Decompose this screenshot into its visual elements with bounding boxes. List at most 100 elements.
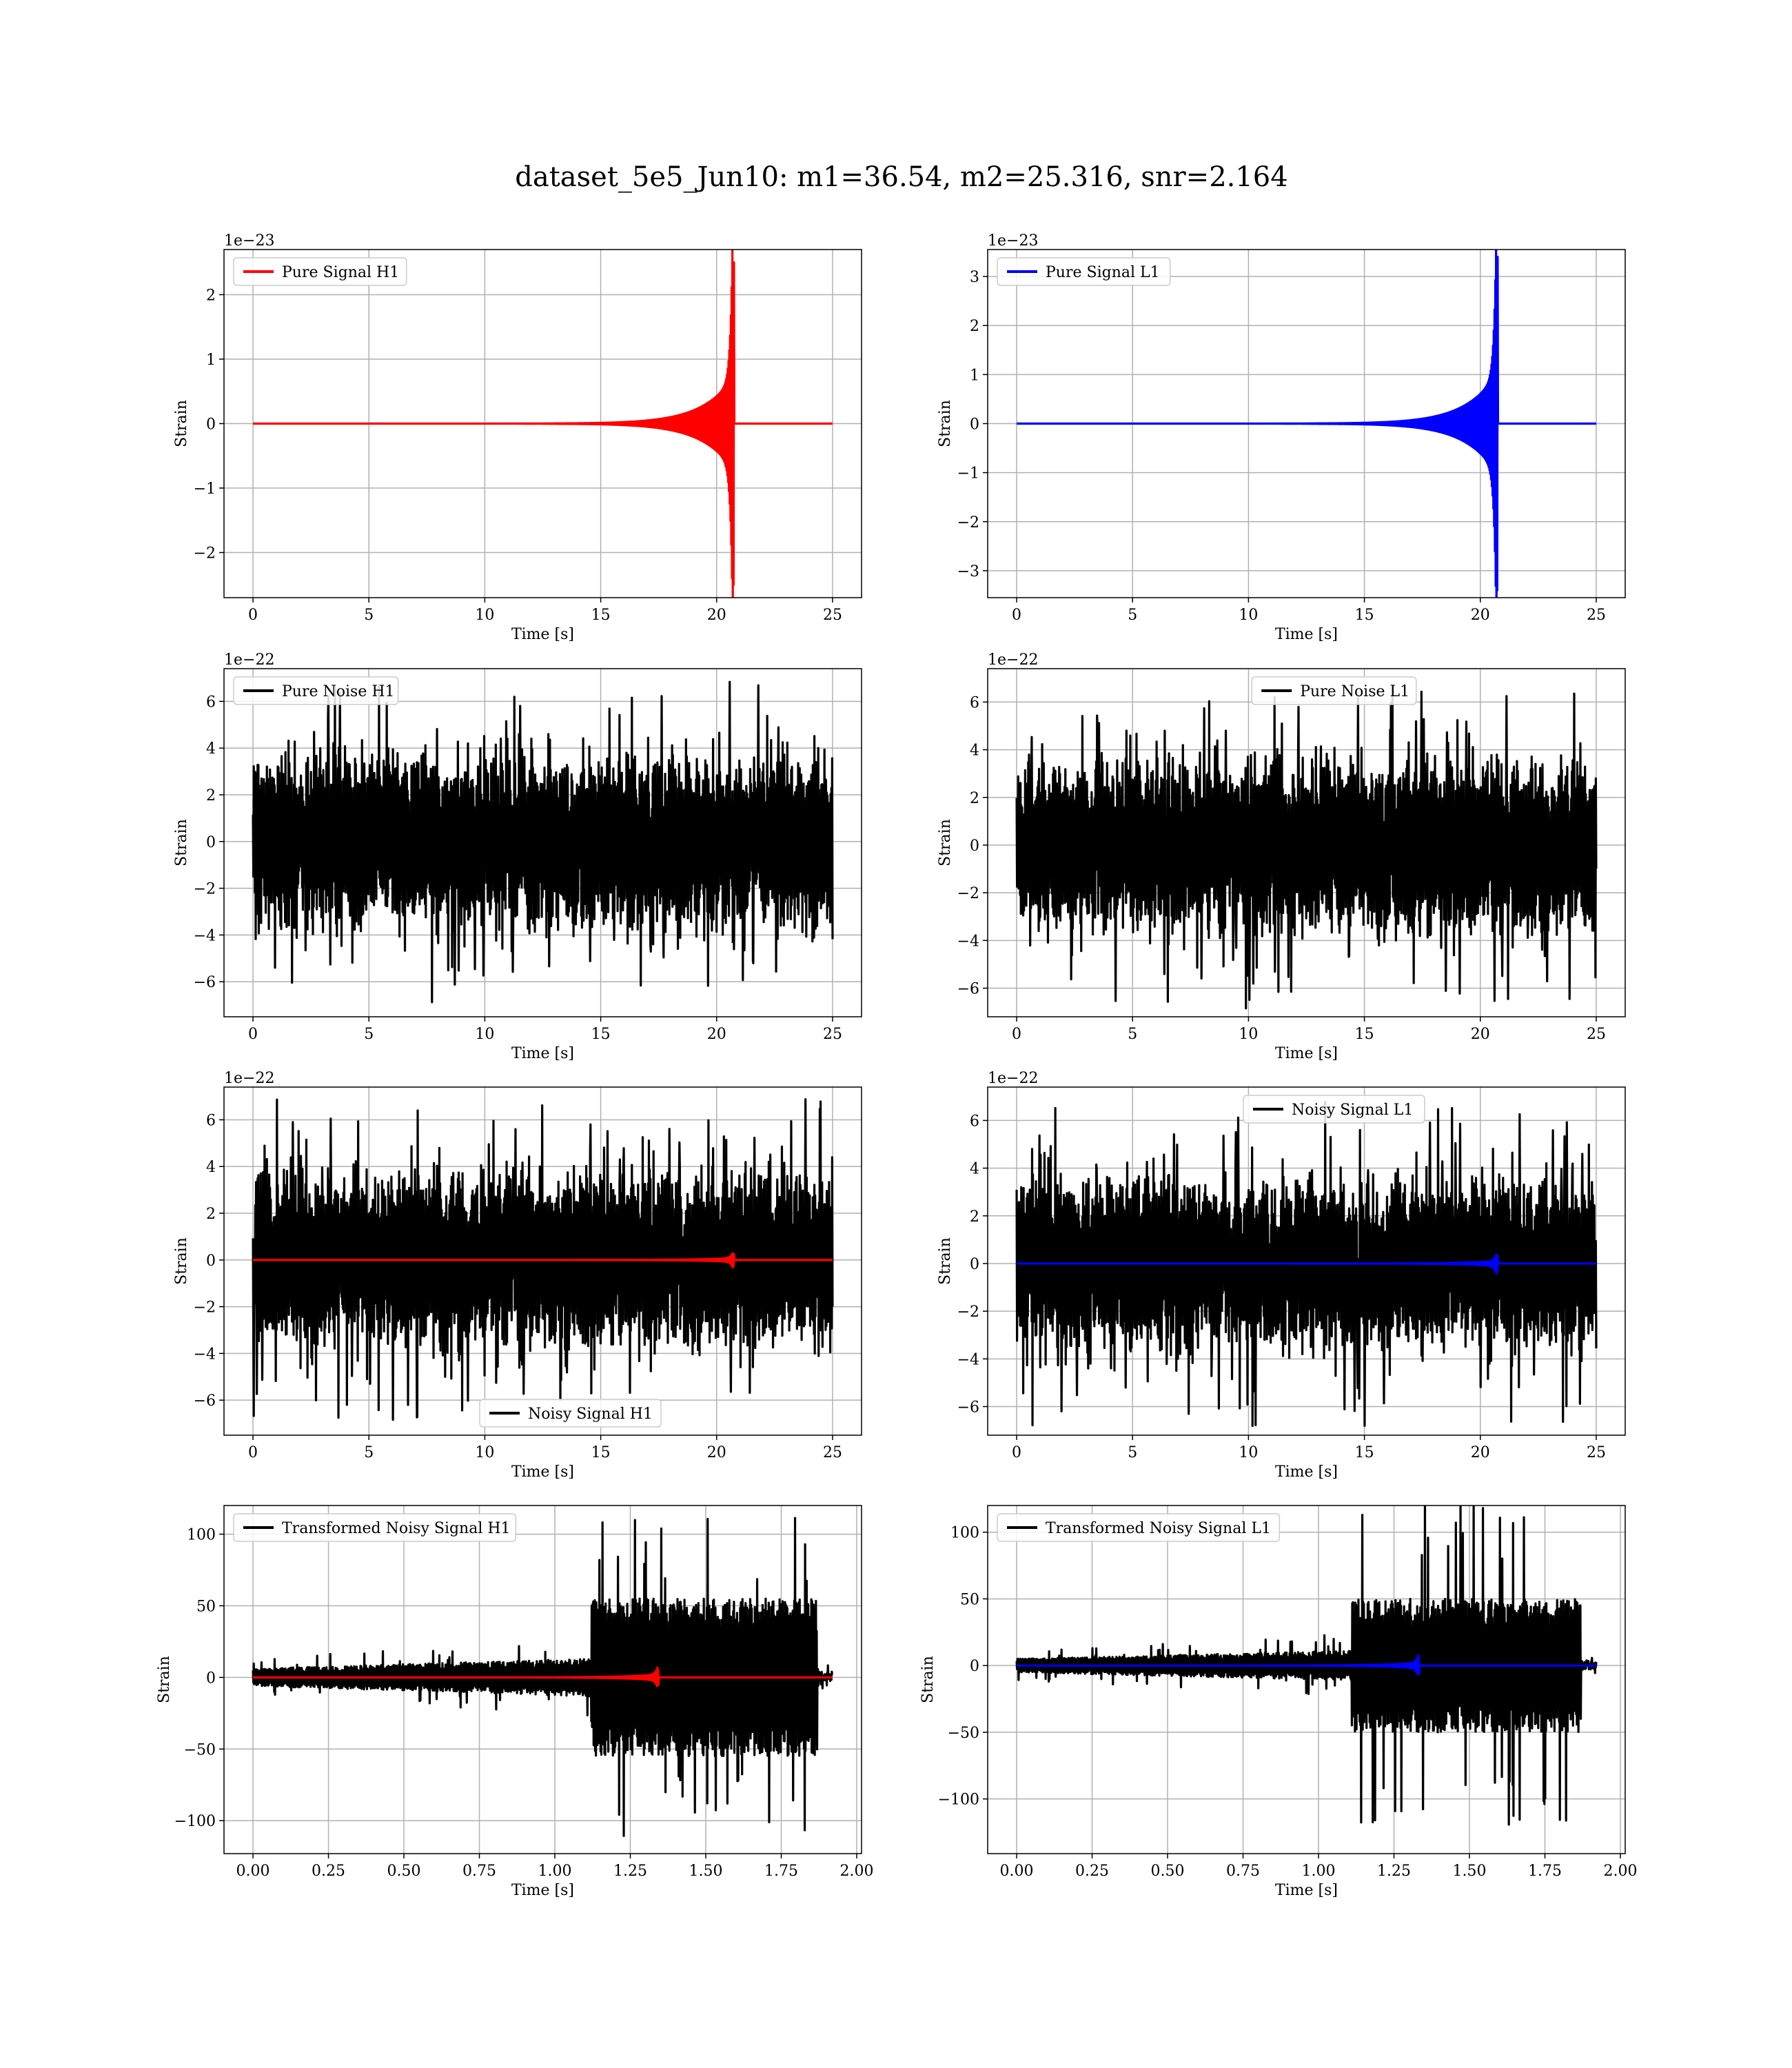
legend-box	[233, 1513, 517, 1542]
y-tick-label: −6	[957, 980, 979, 997]
x-tick-label: 2.00	[840, 1863, 874, 1880]
subplot-pure-noise-l1: 0 5 10 15 20 25 −6 −4 −2 0 2 4 6 Time [s] Strain 1e−22 P…	[937, 651, 1626, 1062]
x-tick-label: 1.25	[1377, 1863, 1411, 1880]
y-axis-label: Strain	[937, 400, 954, 447]
y-tick-label: −2	[957, 885, 979, 902]
y-tick-label: −6	[194, 1392, 216, 1410]
y-tick-label: 0	[206, 1253, 216, 1270]
x-tick-label: 5	[1128, 1444, 1137, 1461]
legend-box	[1251, 676, 1417, 705]
y-tick-label: 0	[970, 416, 979, 434]
y-tick-label: −4	[957, 1351, 979, 1368]
legend-box	[997, 257, 1171, 286]
series-line-noisy-signal-h1	[252, 1098, 834, 1421]
legend-entry: Pure Signal H1	[282, 264, 399, 281]
y-axis-label: Strain	[173, 819, 190, 866]
y-tick-label: 1	[970, 367, 979, 384]
y-tick-label: 0	[970, 1256, 979, 1273]
x-tick-label: 20	[1471, 1026, 1490, 1043]
x-tick-label: 25	[1587, 1026, 1606, 1043]
y-tick-label: 1	[206, 352, 216, 369]
x-tick-label: 20	[707, 1026, 726, 1043]
y-tick-label: −4	[194, 1346, 216, 1363]
x-tick-label: 5	[364, 1026, 374, 1043]
x-tick-label: 0	[248, 1444, 258, 1461]
legend-entry: Noisy Signal L1	[1292, 1102, 1413, 1119]
plot-area	[1015, 1506, 1598, 1826]
axes-frame	[223, 668, 862, 1017]
series-line-transformed-noisy-signal-h1-overlay	[252, 1666, 833, 1687]
y-tick-label: 6	[970, 694, 979, 711]
x-tick-label: 10	[1239, 607, 1258, 624]
y-axis-label: Strain	[156, 1656, 173, 1703]
x-tick-label: 0.75	[1226, 1863, 1260, 1880]
legend-box	[997, 1513, 1281, 1542]
y-tick-label: 50	[960, 1591, 979, 1608]
y-axis-label: Strain	[173, 1237, 190, 1285]
x-tick-label: 1.75	[1528, 1863, 1562, 1880]
x-axis-label: Time [s]	[1275, 626, 1338, 643]
x-tick-label: 1.25	[613, 1863, 647, 1880]
y-tick-label: 2	[206, 787, 216, 804]
series-line-transformed-noisy-signal-l1	[1015, 1506, 1598, 1826]
x-tick-label: 0.00	[1000, 1863, 1034, 1880]
x-tick-label: 15	[1355, 1444, 1374, 1461]
x-tick-label: 15	[1355, 607, 1374, 624]
subplot-pure-noise-h1: 0 5 10 15 20 25 −6 −4 −2 0 2 4 6 Time [s] Strain 1e−22 P…	[173, 651, 862, 1062]
axes-frame	[987, 1086, 1626, 1436]
legend-box	[233, 676, 399, 705]
x-tick-label: 15	[591, 1026, 611, 1043]
series-line-transformed-noisy-signal-l1-overlay	[1016, 1654, 1597, 1676]
x-tick-label: 5	[1128, 607, 1137, 624]
subplot-transformed-noisy-signal-h1: 0.00 0.25 0.50 0.75 1.00 1.25 1.50 1.75 2.00 −100…	[156, 1505, 874, 1899]
legend-entry: Pure Noise H1	[282, 683, 395, 700]
series-line-pure-noise-h1	[252, 680, 834, 1004]
x-tick-label: 15	[591, 1444, 611, 1461]
plot-area	[252, 680, 834, 1004]
y-tick-label: −4	[194, 927, 216, 944]
x-axis-label: Time [s]	[511, 1045, 574, 1062]
x-tick-label: 0.00	[236, 1863, 270, 1880]
y-tick-label: 4	[206, 1159, 216, 1176]
x-tick-label: 0.50	[387, 1863, 421, 1880]
x-axis-label: Time [s]	[511, 1463, 574, 1481]
legend-box	[233, 257, 407, 286]
x-tick-label: 0	[248, 1026, 258, 1043]
plot-area	[252, 250, 833, 598]
x-tick-label: 15	[591, 607, 611, 624]
y-tick-label: −100	[938, 1792, 979, 1809]
y-tick-label: −2	[194, 545, 216, 562]
y-tick-label: 4	[970, 742, 979, 760]
axes-frame	[223, 1505, 862, 1854]
plot-area	[252, 1098, 834, 1421]
y-tick-label: 2	[206, 1206, 216, 1223]
x-tick-label: 0	[1012, 1026, 1021, 1043]
x-tick-label: 0.25	[312, 1863, 345, 1880]
legend: Noisy Signal H1	[479, 1399, 662, 1428]
x-tick-label: 5	[1128, 1026, 1137, 1043]
legend: Pure Noise H1	[233, 676, 399, 705]
series-line-pure-signal-h1	[252, 250, 833, 598]
legend: Pure Signal L1	[997, 257, 1171, 286]
y-offset-label: 1e−23	[988, 232, 1038, 250]
legend-entry: Noisy Signal H1	[528, 1406, 653, 1423]
y-offset-label: 1e−22	[988, 1070, 1038, 1087]
y-tick-label: −4	[957, 933, 979, 950]
x-tick-label: 25	[1587, 607, 1606, 624]
legend: Pure Signal H1	[233, 257, 407, 286]
legend-box	[1243, 1095, 1425, 1124]
y-tick-label: 0	[206, 416, 216, 434]
series-line-transformed-noisy-signal-h1	[252, 1517, 833, 1837]
series-line-pure-noise-l1	[1015, 685, 1598, 1010]
x-axis-label: Time [s]	[1275, 1045, 1338, 1062]
y-tick-label: 2	[970, 1208, 979, 1226]
subplot-pure-signal-h1: 0 5 10 15 20 25 −2 −1 0 1 2 Time [s] Strain 1e−23 Pure…	[173, 232, 862, 643]
x-tick-label: 1.00	[1302, 1863, 1336, 1880]
x-axis-label: Time [s]	[511, 626, 574, 643]
legend: Pure Noise L1	[1251, 676, 1417, 705]
legend-entry: Transformed Noisy Signal H1	[282, 1520, 511, 1537]
y-tick-label: 0	[970, 1658, 979, 1675]
x-tick-label: 25	[1587, 1444, 1606, 1461]
y-offset-label: 1e−22	[224, 651, 274, 669]
